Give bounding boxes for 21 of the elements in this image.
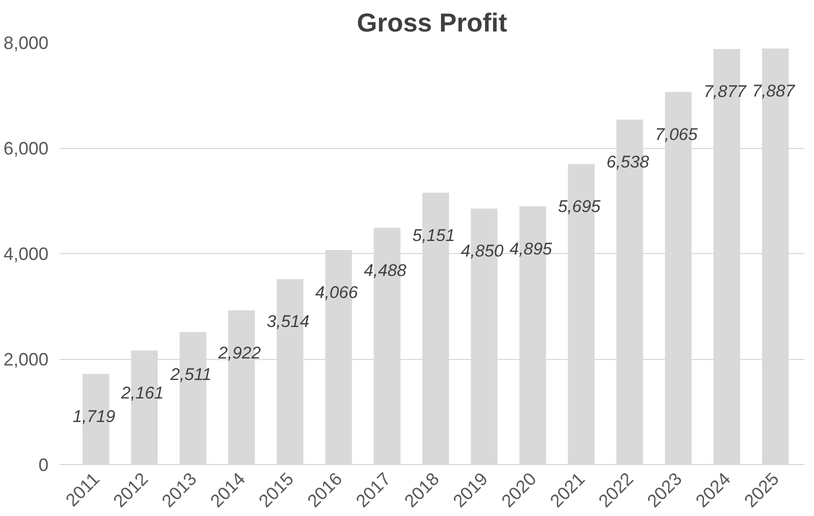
data-label: 1,719 [72,406,116,426]
data-label: 4,850 [460,242,504,261]
data-label: 4,066 [315,283,358,302]
data-label: 7,887 [752,81,796,100]
data-label: 3,514 [266,312,310,332]
data-label: 5,695 [558,197,602,216]
data-label: 7,065 [655,124,698,144]
y-tick-label: 2,000 [3,350,49,370]
data-label: 4,488 [364,260,407,280]
data-label: 2,511 [169,365,212,384]
y-tick-label: 0 [38,455,49,475]
y-tick-label: 8,000 [3,33,49,53]
data-label: 2,161 [120,384,164,403]
data-label: 4,895 [509,239,553,258]
y-tick-label: 6,000 [3,138,49,158]
y-tick-label: 4,000 [3,244,49,264]
data-label: 7,877 [704,82,747,101]
data-label: 2,922 [217,343,262,362]
data-label: 6,538 [606,152,650,172]
data-label: 5,151 [412,226,455,245]
chart-title: Gross Profit [356,8,508,38]
